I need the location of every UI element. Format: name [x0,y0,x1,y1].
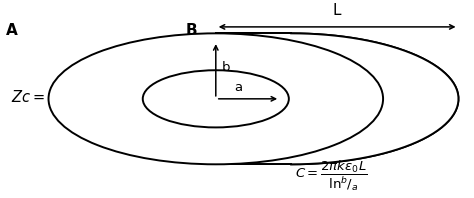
Text: $Zc = -j\dfrac{1}{2\pi fC}$: $Zc = -j\dfrac{1}{2\pi fC}$ [11,83,105,115]
Polygon shape [216,33,458,164]
Text: $C = \dfrac{2\pi k\varepsilon_{0}L}{\ln^{b}\!/_{a}}$: $C = \dfrac{2\pi k\varepsilon_{0}L}{\ln^… [295,159,367,193]
Text: B: B [185,23,197,38]
Text: b: b [221,61,230,74]
Text: a: a [234,81,242,94]
Text: A: A [6,23,18,38]
Circle shape [143,70,289,128]
Circle shape [48,33,383,164]
Text: L: L [333,3,341,18]
